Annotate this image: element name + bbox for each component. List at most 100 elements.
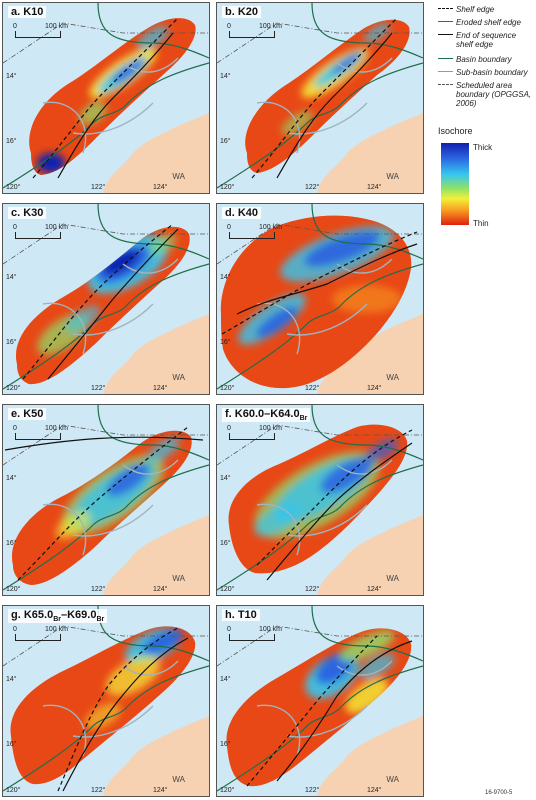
lon-label-122: 122°	[91, 184, 106, 191]
lon-label-120: 120°	[220, 184, 235, 191]
red-line-swatch	[438, 21, 453, 22]
scale-km: 100 km	[259, 224, 282, 231]
end-of-sequence-shelf-edge-line	[62, 637, 189, 792]
end-of-sequence-shelf-edge-line	[276, 32, 393, 179]
basin-boundary	[3, 464, 209, 591]
isochore-map-h	[217, 606, 423, 796]
basin-boundary	[3, 62, 209, 189]
legend-basin-boundary: Basin boundary	[438, 55, 534, 68]
isochore-map-f	[217, 405, 423, 595]
end-of-sequence-shelf-edge-line	[266, 442, 413, 581]
region-label-wa: WA	[386, 775, 399, 784]
sub-basin-boundary	[256, 459, 393, 556]
isochore-map-e	[3, 405, 209, 595]
sub-basin-boundary	[42, 258, 179, 355]
scheduled-area-boundary	[3, 625, 209, 667]
basin-boundary	[97, 606, 209, 662]
lon-label-124: 124°	[153, 385, 168, 392]
region-label-wa: WA	[172, 775, 185, 784]
lon-label-122: 122°	[91, 787, 106, 794]
land-area	[317, 113, 423, 193]
shelf-edge-line	[32, 17, 179, 179]
end-of-sequence-shelf-edge-line	[236, 243, 418, 315]
isochore-map-g	[3, 606, 209, 796]
shelf-edge-line	[246, 635, 378, 787]
panel-title: a. K10	[8, 6, 47, 18]
basin-boundary	[97, 405, 209, 461]
lon-label-124: 124°	[367, 586, 382, 593]
isochore-thick-label: Thick	[473, 143, 493, 152]
lon-label-120: 120°	[220, 586, 235, 593]
black-line-swatch	[438, 34, 453, 35]
lat-label-14: 14°	[6, 274, 17, 281]
sub-basin-boundary	[256, 258, 393, 355]
sub-basin-boundary	[42, 57, 179, 154]
isochore-map-b	[217, 3, 423, 193]
land-area	[317, 515, 423, 595]
lat-label-14: 14°	[6, 676, 17, 683]
end-of-sequence-shelf-edge-line	[47, 228, 179, 380]
basin-boundary	[97, 3, 209, 59]
isochore-color-scale	[441, 143, 469, 225]
shelf-edge-line	[17, 426, 189, 581]
panel-title: b. K20	[222, 6, 262, 18]
end-of-sequence-shelf-edge-line	[57, 32, 174, 179]
scale-zero: 0	[13, 626, 17, 633]
scale-bar-line	[15, 433, 61, 440]
scale-bar: 0 100 km	[227, 425, 289, 443]
isochore-map-d	[217, 204, 423, 394]
lat-label-14: 14°	[6, 73, 17, 80]
panel-title: e. K50	[8, 408, 47, 420]
basin-boundary	[97, 204, 209, 260]
scheduled-area-boundary	[3, 223, 209, 265]
map-panel-e: e. K50 0 100 km 14° 16° 120° 122° 124° WA	[2, 404, 210, 596]
map-panel-d: d. K40 0 100 km 14° 16° 120° 122° 124° WA	[216, 203, 424, 395]
lon-label-120: 120°	[220, 787, 235, 794]
lat-label-14: 14°	[220, 274, 231, 281]
lon-label-120: 120°	[6, 184, 21, 191]
lon-label-124: 124°	[153, 184, 168, 191]
map-panel-c: c. K30 0 100 km 14° 16° 120° 122° 124° WA	[2, 203, 210, 395]
teal-line-swatch	[438, 71, 453, 72]
scheduled-area-boundary	[217, 424, 423, 466]
region-label-wa: WA	[386, 574, 399, 583]
scale-bar: 0 100 km	[13, 23, 75, 41]
lon-label-122: 122°	[91, 586, 106, 593]
basin-boundary	[3, 665, 209, 792]
scale-bar-line	[229, 31, 275, 38]
lat-label-16: 16°	[6, 138, 17, 145]
panel-title: h. T10	[222, 609, 260, 621]
legend-end-of-sequence-shelf-edge: End of sequence shelf edge	[438, 31, 534, 55]
panel-title: c. K30	[8, 207, 47, 219]
lon-label-120: 120°	[220, 385, 235, 392]
lon-label-122: 122°	[305, 385, 320, 392]
lat-label-16: 16°	[6, 540, 17, 547]
land-area	[317, 716, 423, 796]
basin-boundary	[217, 62, 423, 189]
lon-label-120: 120°	[6, 385, 21, 392]
scale-bar: 0 100 km	[13, 626, 75, 644]
lat-label-16: 16°	[6, 339, 17, 346]
isochore-thin-label: Thin	[473, 219, 489, 228]
legend-shelf-edge: Shelf edge	[438, 5, 534, 18]
scale-zero: 0	[227, 425, 231, 432]
lon-label-124: 124°	[367, 184, 382, 191]
lat-label-16: 16°	[220, 138, 231, 145]
lon-label-122: 122°	[305, 586, 320, 593]
lon-label-120: 120°	[6, 586, 21, 593]
lon-label-122: 122°	[305, 787, 320, 794]
map-panel-h: h. T10 0 100 km 14° 16° 120° 122° 124° WA	[216, 605, 424, 797]
scale-bar: 0 100 km	[227, 23, 289, 41]
scale-km: 100 km	[259, 425, 282, 432]
scheduled-area-boundary	[3, 424, 209, 466]
map-panel-b: b. K20 0 100 km 14° 16° 120° 122° 124° WA	[216, 2, 424, 194]
basin-boundary	[311, 3, 423, 59]
scale-km: 100 km	[45, 425, 68, 432]
legend-sub-basin-boundary: Sub-basin boundary	[438, 68, 534, 81]
lat-label-16: 16°	[6, 741, 17, 748]
shelf-edge-line	[22, 223, 174, 380]
lon-label-124: 124°	[153, 586, 168, 593]
map-panel-f: f. K60.0–K64.0Br 0 100 km 14° 16° 120° 122° 124…	[216, 404, 424, 596]
lat-label-16: 16°	[220, 741, 231, 748]
scale-bar-line	[229, 634, 275, 641]
